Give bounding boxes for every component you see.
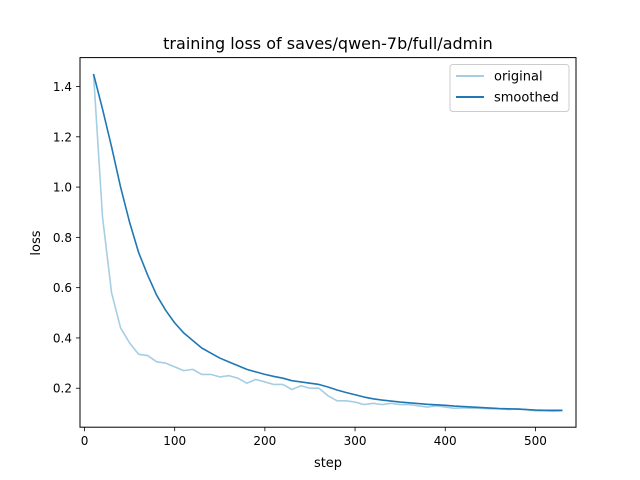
series-line-smoothed [92,73,563,412]
y-axis-label: loss [29,230,44,255]
x-tick-label: 300 [344,434,367,448]
legend-label-smoothed: smoothed [494,91,559,106]
x-tick-label: 400 [434,434,457,448]
x-tick-label: 200 [253,434,276,448]
x-axis-ticks: 0 100 200 300 400 500 [81,427,547,448]
y-tick-label: 0.2 [53,382,72,396]
y-tick-label: 1.2 [53,130,72,144]
x-axis-label: step [314,456,342,471]
y-tick-label: 0.8 [53,231,72,245]
chart-title: training loss of saves/qwen-7b/full/admi… [163,34,493,53]
y-tick-label: 1.4 [53,80,72,94]
legend: original smoothed [449,64,570,112]
x-tick-label: 500 [524,434,547,448]
x-tick-label: 100 [163,434,186,448]
y-tick-label: 0.4 [53,331,72,345]
plot-lines [92,73,563,413]
x-tick-label: 0 [81,434,89,448]
y-tick-label: 0.6 [53,281,72,295]
legend-label-original: original [494,70,543,85]
y-tick-label: 1.0 [53,181,72,195]
y-axis-ticks: 0.2 0.4 0.6 0.8 1.0 1.2 1.4 [53,80,80,396]
plot-frame [79,57,577,428]
